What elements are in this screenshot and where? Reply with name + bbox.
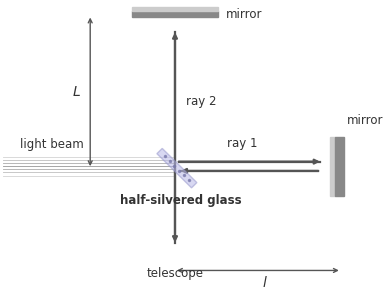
Text: telescope: telescope [147, 267, 204, 280]
Bar [335, 137, 344, 196]
Text: half-silvered glass: half-silvered glass [120, 194, 242, 207]
Text: ray 1: ray 1 [227, 137, 257, 151]
Polygon shape [157, 148, 197, 188]
Text: mirror: mirror [226, 8, 262, 21]
Text: ray 2: ray 2 [186, 95, 217, 108]
Bar [132, 11, 218, 17]
Text: $\mathbf{\mathit{L}}$: $\mathbf{\mathit{L}}$ [72, 85, 81, 99]
Text: light beam: light beam [19, 138, 83, 151]
Bar [330, 137, 335, 196]
Text: $\mathit{l}$: $\mathit{l}$ [262, 275, 267, 290]
Bar [132, 7, 218, 11]
Text: mirror: mirror [346, 114, 383, 127]
